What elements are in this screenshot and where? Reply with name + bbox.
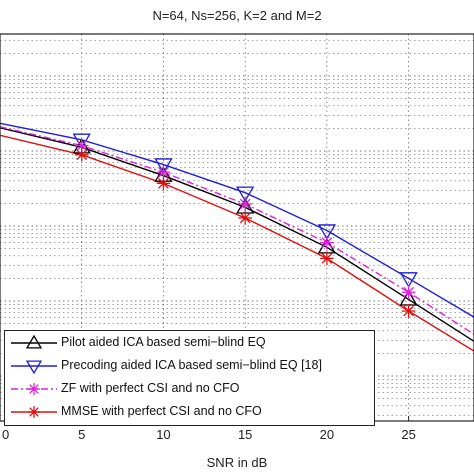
x-tick-label: 20 [320, 427, 334, 442]
legend-swatch-mmse [11, 406, 57, 418]
data-marker [25, 360, 43, 375]
legend-swatch-pilot [11, 334, 57, 349]
x-tick-label: 5 [78, 427, 85, 442]
legend-item: Precoding aided ICA based semi−blind EQ … [5, 356, 374, 376]
legend-swatch-zf [11, 383, 57, 395]
x-axis-label: SNR in dB [206, 455, 268, 470]
series-line [0, 126, 474, 335]
grid-lines [0, 34, 474, 421]
legend-label: Pilot aided ICA based semi−blind EQ [61, 335, 266, 349]
data-marker [401, 304, 416, 318]
data-marker [28, 383, 40, 395]
legend-item: Pilot aided ICA based semi−blind EQ [5, 333, 374, 353]
legend: Pilot aided ICA based semi−blind EQ Prec… [4, 330, 375, 426]
series-markers [72, 133, 418, 318]
chart-title: N=64, Ns=256, K=2 and M=2 [152, 8, 322, 23]
data-marker [28, 406, 40, 418]
data-marker [236, 186, 255, 202]
legend-label: MMSE with perfect CSI and no CFO [61, 404, 262, 418]
series-line [0, 127, 474, 342]
data-marker [154, 158, 173, 174]
x-tick-label: 25 [401, 427, 415, 442]
data-marker [25, 334, 43, 349]
x-tick-label: 10 [156, 427, 170, 442]
legend-label: Precoding aided ICA based semi−blind EQ … [61, 358, 322, 372]
data-marker [320, 235, 334, 250]
legend-swatch-precoding [11, 360, 57, 375]
data-marker [238, 197, 252, 211]
legend-item: MMSE with perfect CSI and no CFO [5, 402, 374, 422]
legend-item: ZF with perfect CSI and no CFO [5, 379, 374, 399]
data-marker [399, 272, 418, 288]
series-line [0, 134, 474, 352]
data-marker [74, 147, 89, 162]
data-marker [238, 211, 252, 225]
x-tick-label: 15 [238, 427, 252, 442]
legend-label: ZF with perfect CSI and no CFO [61, 381, 240, 395]
data-marker [317, 224, 337, 240]
data-marker [156, 176, 171, 191]
data-marker [320, 251, 334, 266]
data-marker [401, 285, 416, 300]
series-lines [0, 122, 474, 352]
x-tick-label: 0 [2, 427, 9, 442]
